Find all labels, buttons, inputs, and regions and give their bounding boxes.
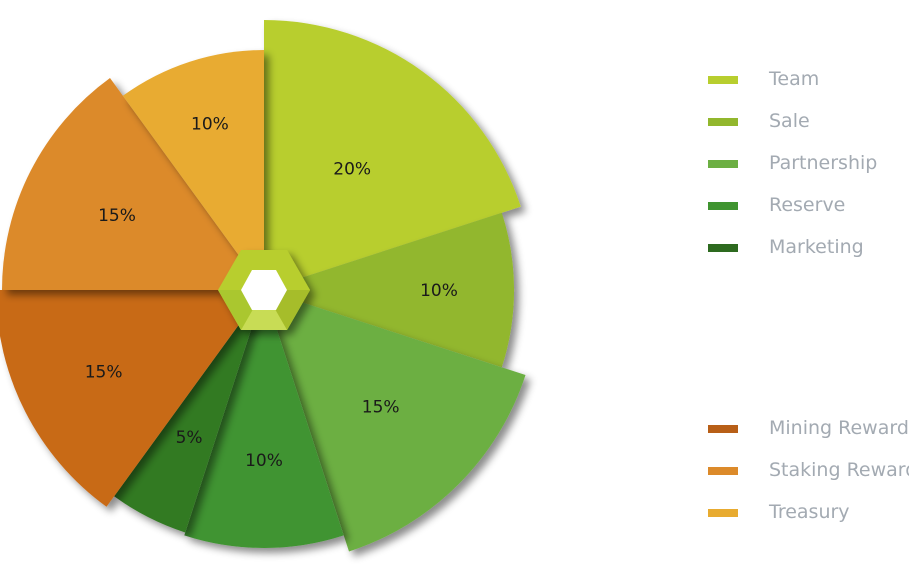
slice-label-sale: 10%	[420, 281, 458, 301]
pie-slices	[0, 20, 526, 552]
slice-label-partnership: 15%	[362, 398, 400, 418]
slice-label-marketing: 5%	[176, 428, 203, 448]
pie-slice-mining-reward	[0, 290, 264, 507]
legend-label: Team	[769, 68, 820, 90]
slice-label-reserve: 10%	[245, 451, 283, 471]
legend-swatch	[708, 425, 738, 433]
pie-slice-reserve	[184, 290, 344, 549]
legend-label: Staking Reward	[769, 459, 909, 481]
legend-swatch	[708, 202, 738, 210]
legend-label: Mining Reward	[769, 417, 909, 439]
legend-label: Sale	[769, 110, 810, 132]
legend-label: Partnership	[769, 152, 878, 174]
legend-swatch	[708, 76, 738, 84]
pie-slice-staking-reward	[1, 78, 264, 290]
legend-swatch	[708, 244, 738, 252]
pie-slice-partnership	[264, 290, 526, 552]
legend-swatch	[708, 160, 738, 168]
legend-label: Reserve	[769, 194, 846, 216]
pie-slice-sale	[264, 212, 515, 368]
legend-label: Marketing	[769, 236, 864, 258]
pie-slice-marketing	[114, 290, 264, 533]
slice-label-staking-reward: 15%	[98, 206, 136, 226]
pie-slice-team	[264, 20, 521, 290]
legend-swatch	[708, 509, 738, 517]
slice-labels: 20% 10% 15% 10% 5% 15% 15% 10%	[85, 115, 458, 471]
legend-swatch	[708, 467, 738, 475]
legend-label: Treasury	[769, 501, 850, 523]
slice-label-team: 20%	[333, 160, 371, 180]
legend-swatch	[708, 118, 738, 126]
hexagon-icon	[218, 250, 310, 330]
pie-slice-treasury	[122, 49, 265, 291]
slice-label-mining-reward: 15%	[85, 363, 123, 383]
slice-label-treasury: 10%	[191, 115, 229, 135]
